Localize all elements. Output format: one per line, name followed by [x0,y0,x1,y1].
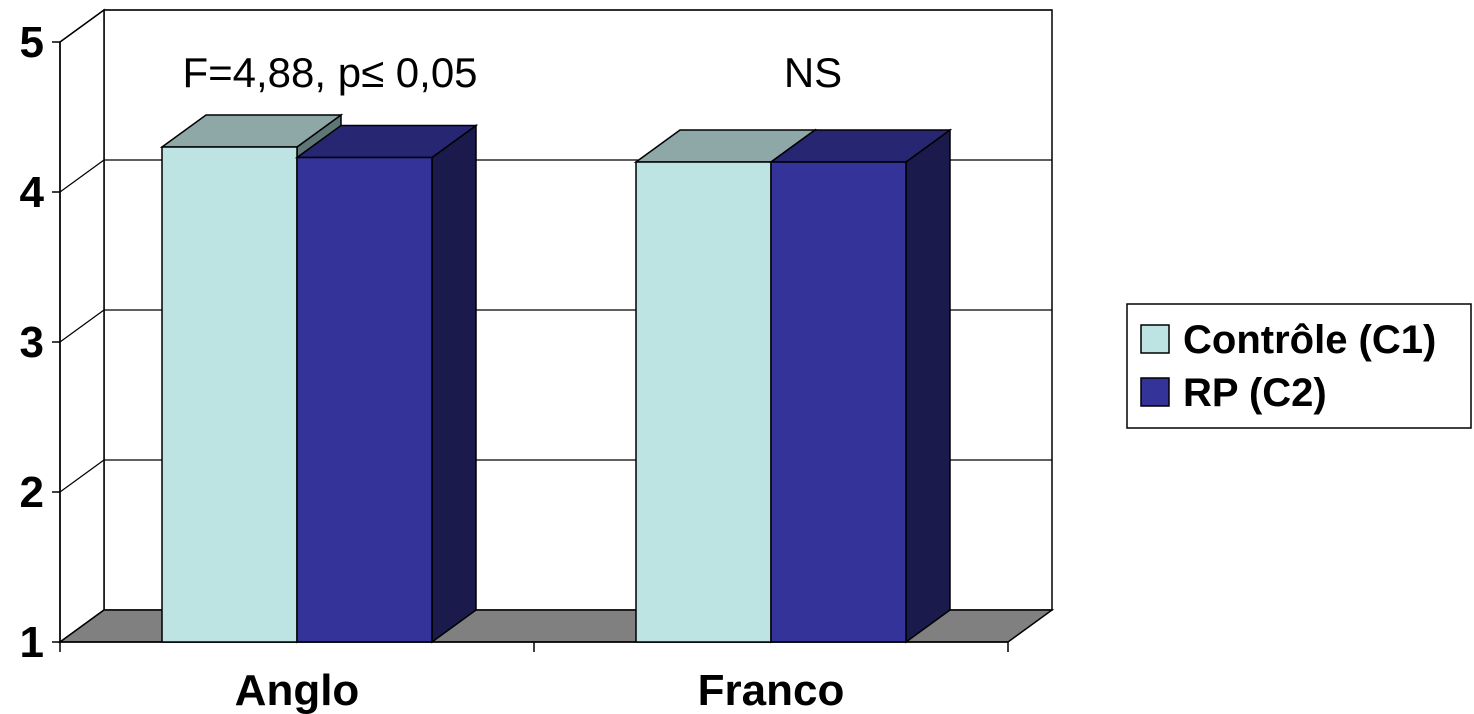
category-label-anglo: Anglo [235,666,360,714]
bar-franco-series-2 [768,128,953,644]
annotation-franco: NS [784,49,842,96]
annotation-anglo: F=4,88, p≤ 0,05 [182,49,477,96]
legend-box [1126,303,1472,429]
gridline [59,9,1052,43]
legend-swatch-control [1140,324,1170,354]
category-label-franco: Franco [698,666,845,714]
bar-front [770,161,907,643]
axis-labels: 1 2 3 4 5 Anglo Franco [20,18,845,714]
y-tick-label: 1 [20,618,44,667]
bar-front [161,146,298,643]
bar-front [635,161,772,643]
bar-front [296,156,433,643]
bar-side [905,128,951,644]
bar-anglo-series-2 [294,124,479,644]
bars [159,113,953,644]
legend-label-control: Contrôle (C1) [1183,318,1436,362]
legend-swatch-rp [1140,377,1170,407]
y-tick-label: 5 [20,18,44,67]
y-tick-label: 3 [20,318,44,367]
legend-label-rp: RP (C2) [1183,371,1327,415]
y-tick-label: 4 [20,168,45,217]
legend: Contrôle (C1) RP (C2) [1126,303,1472,429]
bar-side [431,124,477,644]
y-tick-label: 2 [20,468,44,517]
